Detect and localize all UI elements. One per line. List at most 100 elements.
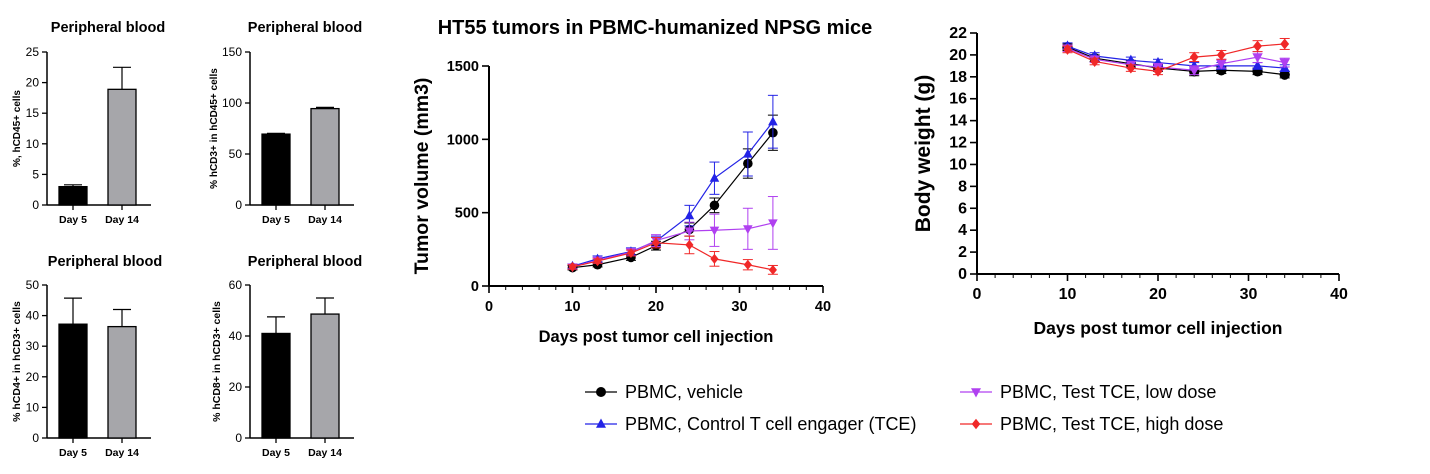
data-point bbox=[768, 264, 777, 275]
y-axis-label: % hCD4+ in hCD3+ cells bbox=[11, 301, 23, 422]
bar-day-5 bbox=[58, 185, 88, 206]
y-tick-label: 10 bbox=[26, 137, 40, 151]
legend-item-control-tce: PBMC, Control T cell engager (TCE) bbox=[585, 413, 916, 435]
series-line bbox=[572, 121, 774, 267]
bar-day-14 bbox=[107, 325, 137, 439]
y-tick-label: 20 bbox=[229, 380, 243, 394]
series-line bbox=[572, 222, 774, 268]
y-tick-label: 0 bbox=[32, 198, 39, 212]
y-tick-label: 50 bbox=[26, 278, 40, 292]
x-tick-label: Day 5 bbox=[59, 214, 87, 226]
bar-day-5 bbox=[261, 133, 291, 206]
line-panel-2: 0 10 20 30 40 0 2 4 6 8 10 12 14 16 18 20 22 Days post tu… bbox=[912, 25, 1348, 338]
y-tick-label: 16 bbox=[949, 91, 967, 108]
series-line bbox=[572, 132, 774, 269]
data-point bbox=[1189, 66, 1200, 76]
bar-panel-2: Peripheral blood % hCD3+ in hCD45+ cells 0… bbox=[209, 20, 362, 226]
data-point bbox=[709, 172, 720, 182]
legend-item-high-dose: PBMC, Test TCE, high dose bbox=[960, 413, 1223, 435]
x-axis-label: Days post tumor cell injection bbox=[539, 328, 774, 346]
y-tick-label: 20 bbox=[26, 370, 40, 384]
bar-day-14 bbox=[107, 88, 137, 206]
data-point bbox=[1189, 51, 1199, 63]
legend-label-control-tce: PBMC, Control T cell engager (TCE) bbox=[625, 413, 917, 434]
x-tick-label: 30 bbox=[731, 299, 747, 315]
x-axis-label: Days post tumor cell injection bbox=[1034, 318, 1283, 338]
data-point bbox=[684, 227, 695, 237]
data-point bbox=[709, 226, 720, 236]
data-point bbox=[710, 253, 719, 264]
y-axis-label: Body weight (g) bbox=[912, 75, 935, 232]
x-tick-label: 20 bbox=[648, 299, 664, 315]
y-axis-label: % hCD8+ in hCD3+ cells bbox=[211, 301, 223, 422]
y-tick-label: 20 bbox=[26, 76, 40, 90]
x-tick-label: 0 bbox=[973, 286, 982, 303]
bar-day-14 bbox=[310, 107, 340, 206]
x-tick-label: 0 bbox=[485, 299, 493, 315]
data-point bbox=[743, 225, 753, 235]
y-tick-label: 0 bbox=[958, 266, 967, 283]
data-point bbox=[1279, 69, 1290, 80]
y-axis-label: Tumor volume (mm3) bbox=[411, 78, 433, 275]
y-tick-label: 500 bbox=[455, 206, 479, 222]
data-point bbox=[1252, 60, 1263, 70]
data-point bbox=[1216, 59, 1227, 70]
series-line bbox=[1067, 47, 1285, 71]
bar-day-5 bbox=[261, 332, 291, 439]
x-tick-label: 40 bbox=[815, 299, 831, 315]
legend-label-low-dose: PBMC, Test TCE, low dose bbox=[1000, 381, 1217, 402]
bar-day-5 bbox=[58, 323, 88, 439]
y-axis-label: %, hCD45+ cells bbox=[12, 90, 23, 167]
legend-item-vehicle: PBMC, vehicle bbox=[585, 381, 743, 403]
y-tick-label: 0 bbox=[235, 431, 242, 445]
y-tick-label: 14 bbox=[949, 113, 967, 130]
legend-marker-high-dose bbox=[960, 418, 992, 430]
y-tick-label: 5 bbox=[32, 167, 39, 181]
x-tick-label: Day 14 bbox=[308, 447, 342, 459]
data-point bbox=[1280, 38, 1290, 50]
y-tick-label: 25 bbox=[26, 45, 40, 59]
x-tick-label: 40 bbox=[1330, 286, 1348, 303]
legend-item-low-dose: PBMC, Test TCE, low dose bbox=[960, 381, 1216, 403]
bar-panel-title: Peripheral blood bbox=[48, 254, 162, 270]
y-tick-label: 40 bbox=[26, 309, 40, 323]
data-point bbox=[768, 116, 778, 126]
legend-symbol bbox=[971, 388, 981, 398]
data-point bbox=[1216, 49, 1226, 61]
data-point bbox=[568, 261, 577, 272]
x-tick-label: 30 bbox=[1240, 286, 1258, 303]
x-tick-label: 10 bbox=[1059, 286, 1077, 303]
data-point bbox=[1063, 43, 1072, 55]
y-tick-label: 2 bbox=[958, 244, 967, 261]
data-point bbox=[1153, 65, 1163, 77]
data-point bbox=[685, 239, 694, 250]
y-tick-label: 10 bbox=[949, 156, 967, 173]
bar-panel-1: Peripheral blood %, hCD45+ cells 0 5 10 15 20 2… bbox=[12, 20, 165, 226]
y-tick-label: 8 bbox=[958, 178, 967, 195]
x-tick-label: Day 5 bbox=[262, 214, 290, 226]
x-tick-label: Day 14 bbox=[308, 214, 342, 226]
legend-marker-control-tce bbox=[585, 418, 617, 428]
y-tick-label: 40 bbox=[229, 329, 243, 343]
bar-panel-title: Peripheral blood bbox=[51, 20, 165, 36]
legend-marker-vehicle bbox=[585, 387, 617, 397]
bar-panel-title: Peripheral blood bbox=[248, 254, 362, 270]
y-axis-label: % hCD3+ in hCD45+ cells bbox=[209, 68, 220, 189]
data-point bbox=[651, 237, 661, 248]
bar-panel-title: Peripheral blood bbox=[248, 20, 362, 36]
data-point bbox=[768, 219, 778, 229]
data-point bbox=[743, 259, 752, 270]
y-tick-label: 18 bbox=[949, 69, 967, 86]
x-tick-label: Day 14 bbox=[105, 447, 139, 459]
y-tick-label: 1500 bbox=[447, 59, 479, 75]
data-point bbox=[1090, 56, 1100, 67]
y-tick-label: 6 bbox=[958, 200, 967, 217]
bar-panel-4: Peripheral blood % hCD8+ in hCD3+ cells 0 2… bbox=[211, 254, 362, 459]
legend-symbol bbox=[971, 418, 981, 430]
data-point bbox=[626, 247, 636, 259]
series-pbmc-test-tce-high-dose bbox=[567, 235, 778, 275]
y-tick-label: 4 bbox=[958, 222, 967, 239]
y-tick-label: 1000 bbox=[447, 132, 479, 148]
data-point bbox=[684, 210, 695, 220]
